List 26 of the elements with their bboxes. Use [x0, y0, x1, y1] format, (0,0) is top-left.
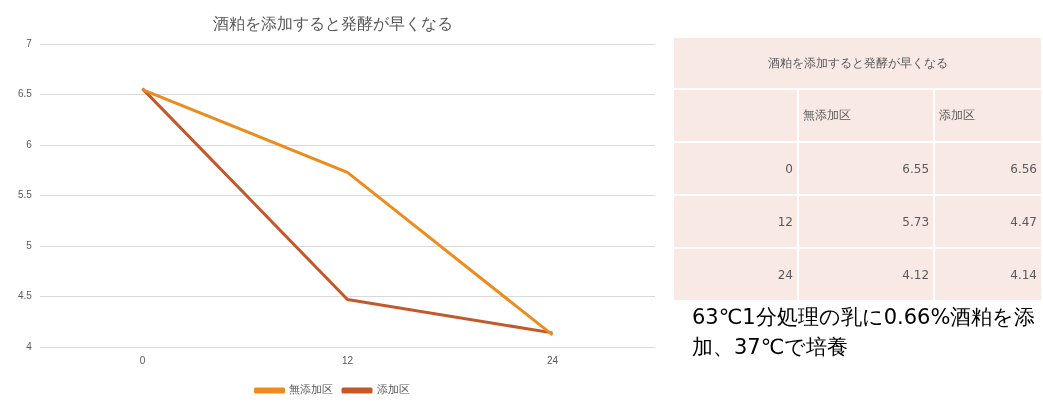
data-label: 5.73 [798, 195, 935, 248]
y-tick-label: 6.5 [18, 88, 33, 100]
y-tick-label: 4 [26, 340, 33, 352]
x-tick-label: 12 [341, 354, 354, 366]
category-label: 0 [674, 142, 798, 195]
x-tick-label: 0 [139, 354, 146, 366]
text: 63℃1分処理の乳に0.66%酒粕を添加、37℃で培養 [692, 304, 1037, 361]
x-tick-label: 24 [546, 354, 559, 366]
data-label: 4.14 [934, 248, 1042, 300]
category-label: 12 [674, 195, 798, 248]
text: 添加区 [934, 89, 1042, 142]
data-label: 4.12 [798, 248, 935, 300]
y-tick-label: 5 [26, 239, 33, 251]
legend-label: 添加区 [376, 383, 410, 397]
data-label: 6.55 [798, 142, 935, 195]
data-label: 6.56 [934, 142, 1042, 195]
category-label: 24 [674, 248, 798, 300]
y-tick-label: 7 [26, 37, 33, 49]
data-label: 4.47 [934, 195, 1042, 248]
y-tick-label: 5.5 [18, 189, 33, 201]
text: 酒粕を添加すると発酵が早くなる [674, 38, 1042, 89]
y-tick-label: 4.5 [18, 290, 33, 302]
chart-title: 酒粕を添加すると発酵が早くなる [212, 13, 453, 33]
series-label: 無添加区 [798, 89, 935, 142]
y-tick-label: 6 [26, 138, 33, 150]
legend-label: 無添加区 [289, 383, 333, 397]
